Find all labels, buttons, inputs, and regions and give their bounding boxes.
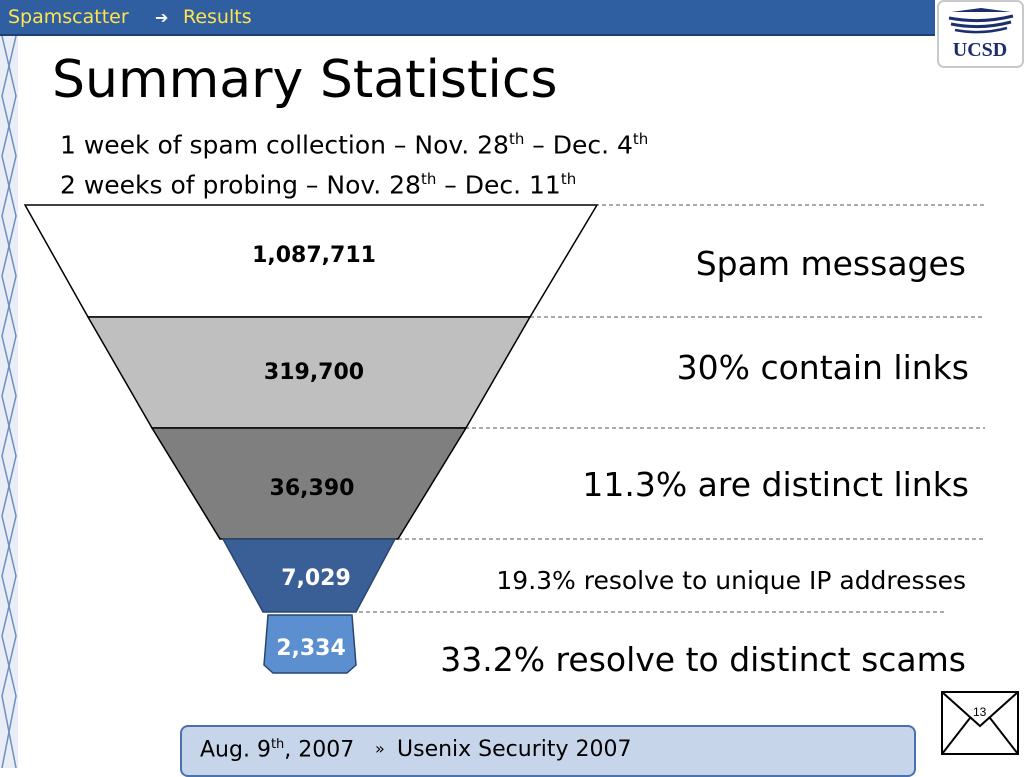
breadcrumb-page[interactable]: Results bbox=[183, 6, 252, 28]
stage-label-4: 19.3% resolve to unique IP addresses bbox=[496, 566, 966, 595]
ucsd-logo: UCSD bbox=[937, 0, 1024, 68]
page-number: 13 bbox=[973, 705, 987, 719]
logo-text: UCSD bbox=[953, 39, 1007, 61]
stage-label-5: 33.2% resolve to distinct scams bbox=[440, 640, 966, 679]
breadcrumb-section[interactable]: Spamscatter bbox=[8, 6, 129, 28]
subtitle-line-2: 2 weeks of probing – Nov. 28th – Dec. 11… bbox=[60, 170, 577, 200]
stage-value-3: 36,390 bbox=[269, 476, 355, 501]
funnel-stage-4 bbox=[221, 538, 397, 613]
stage-value-5: 2,334 bbox=[276, 636, 346, 661]
stage-value-1: 1,087,711 bbox=[252, 243, 376, 268]
funnel-stage-3 bbox=[150, 427, 468, 540]
stage-label-1: Spam messages bbox=[695, 244, 966, 283]
left-decoration bbox=[0, 36, 18, 768]
stage-value-4: 7,029 bbox=[281, 566, 351, 591]
footer-venue: Usenix Security 2007 bbox=[397, 737, 632, 762]
footer-bar: Aug. 9th, 2007 » Usenix Security 2007 bbox=[180, 725, 916, 777]
funnel-stage-5 bbox=[263, 614, 357, 674]
stage-label-3: 11.3% are distinct links bbox=[582, 465, 969, 504]
breadcrumb-arrow-icon: ➔ bbox=[155, 10, 169, 27]
header-bar: Spamscatter ➔ Results bbox=[0, 0, 935, 36]
envelope-icon bbox=[941, 691, 1019, 755]
chevron-right-icon: » bbox=[375, 739, 385, 758]
stage-label-2: 30% contain links bbox=[676, 348, 969, 387]
stage-value-2: 319,700 bbox=[263, 360, 365, 385]
slide-title: Summary Statistics bbox=[52, 50, 558, 110]
footer-date: Aug. 9th, 2007 bbox=[200, 737, 355, 763]
subtitle-line-1: 1 week of spam collection – Nov. 28th – … bbox=[60, 130, 649, 160]
